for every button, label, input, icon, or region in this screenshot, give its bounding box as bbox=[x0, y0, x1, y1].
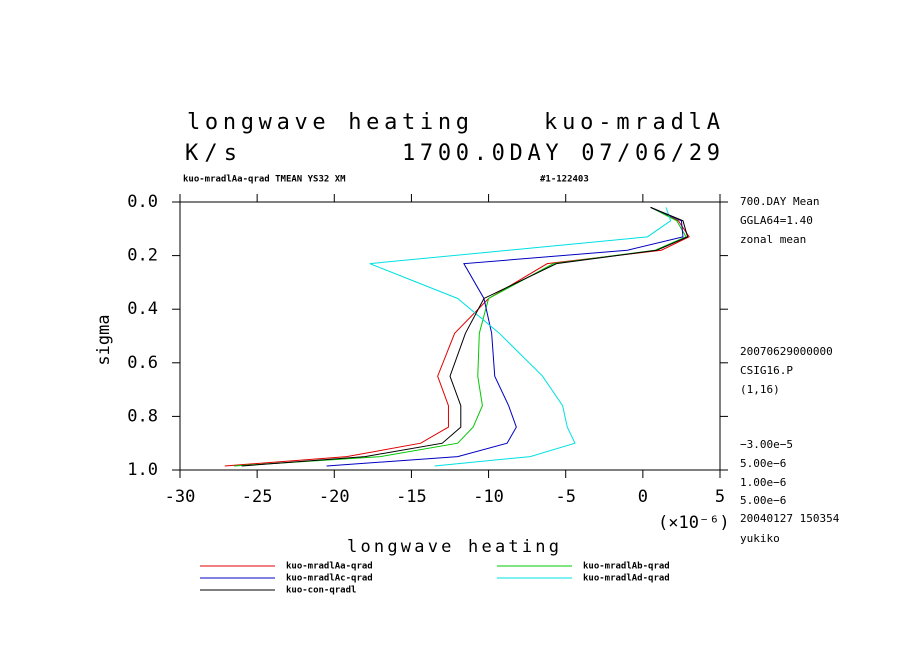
side-note: 5.00e−6 bbox=[740, 494, 786, 507]
header-left: kuo-mradlAa-qrad TMEAN YS32 XM bbox=[183, 175, 346, 185]
legend-label: kuo-con-qradl bbox=[286, 586, 356, 596]
y-tick-label: 0.6 bbox=[127, 353, 158, 373]
legend-label: kuo-mradlAd-qrad bbox=[583, 574, 670, 584]
x-tick-label: 0 bbox=[638, 487, 648, 507]
header-right: #1-122403 bbox=[540, 175, 589, 185]
x-tick-label: -30 bbox=[165, 487, 196, 507]
x-unit: (×10⁻⁶) bbox=[658, 513, 730, 533]
y-tick-label: 0.2 bbox=[127, 246, 158, 266]
x-tick-label: -15 bbox=[396, 487, 427, 507]
y-tick-label: 0.4 bbox=[127, 299, 158, 319]
side-note: GGLA64=1.40 bbox=[740, 214, 813, 227]
side-note: 700.DAY Mean bbox=[740, 195, 819, 208]
x-tick-label: -20 bbox=[319, 487, 350, 507]
x-tick-label: -5 bbox=[555, 487, 575, 507]
series-line bbox=[233, 206, 687, 467]
side-note: 20040127 150354 bbox=[740, 512, 840, 525]
side-note: 5.00e−6 bbox=[740, 457, 786, 470]
y-axis-label: sigma bbox=[94, 314, 114, 365]
series-line bbox=[369, 207, 672, 467]
series-line bbox=[326, 206, 684, 467]
title-left: longwave heating bbox=[187, 110, 469, 135]
subtitle-right: 1700.0DAY 07/06/29 bbox=[402, 141, 720, 166]
side-note: 20070629000000 bbox=[740, 345, 833, 358]
x-tick-label: -25 bbox=[242, 487, 273, 507]
series-line bbox=[241, 206, 689, 467]
x-axis-label: longwave heating bbox=[347, 537, 559, 557]
x-tick-label: -10 bbox=[473, 487, 504, 507]
side-note: −3.00e−5 bbox=[740, 438, 793, 451]
title-right: kuo-mradlA bbox=[544, 110, 720, 135]
side-note: CSIG16.P bbox=[740, 364, 793, 377]
y-tick-label: 0.8 bbox=[127, 406, 158, 426]
y-tick-label: 1.0 bbox=[127, 460, 158, 480]
side-note: zonal mean bbox=[740, 233, 806, 246]
legend-label: kuo-mradlAc-qrad bbox=[286, 574, 373, 584]
side-note: 1.00e−6 bbox=[740, 476, 786, 489]
subtitle-left: K/s bbox=[185, 141, 237, 166]
y-tick-label: 0.0 bbox=[127, 192, 158, 212]
series-line bbox=[224, 206, 690, 467]
legend-label: kuo-mradlAa-qrad bbox=[286, 562, 373, 572]
plot-frame bbox=[179, 201, 721, 471]
legend-label: kuo-mradlAb-qrad bbox=[583, 562, 670, 572]
side-note: yukiko bbox=[740, 532, 780, 545]
side-note: (1,16) bbox=[740, 383, 780, 396]
x-tick-label: 5 bbox=[715, 487, 725, 507]
